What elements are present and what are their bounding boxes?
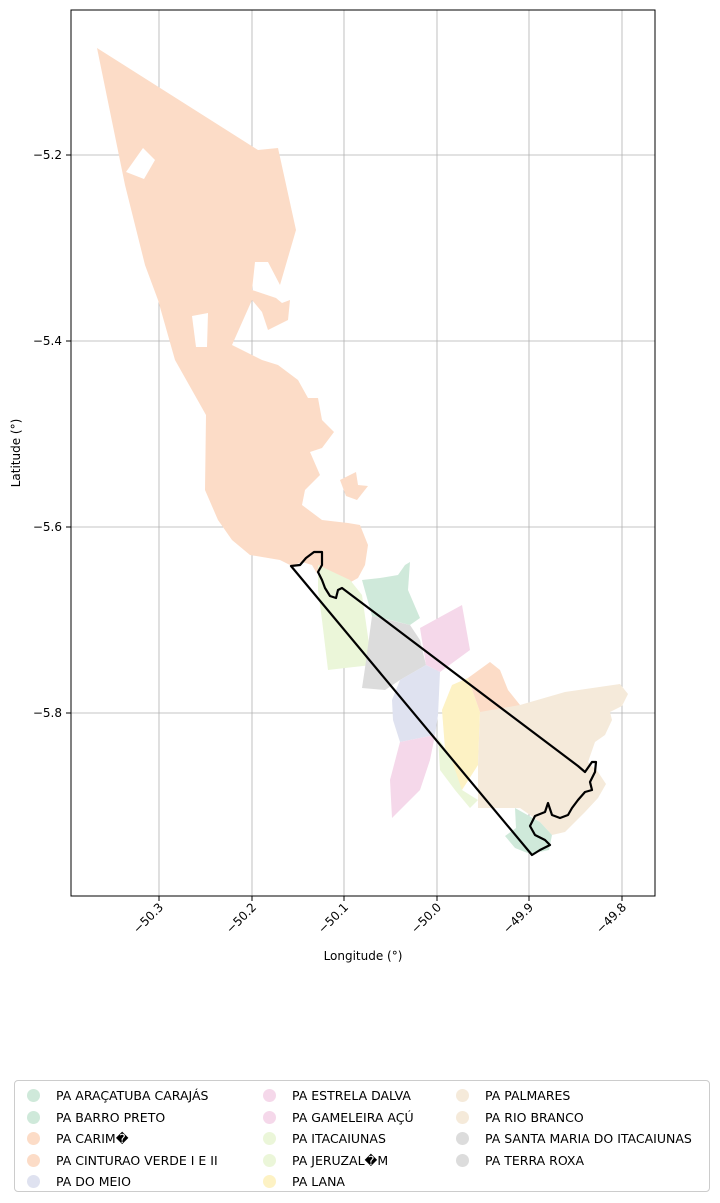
legend-marker: [456, 1089, 469, 1102]
region-carimi-islet: [340, 472, 368, 500]
legend: PA ARAÇATUBA CARAJÁS PA BARRO PRETO PA C…: [14, 1080, 710, 1192]
x-tick-label: −49.8: [593, 900, 629, 936]
x-axis-label: Longitude (°): [324, 949, 403, 963]
legend-label: PA JERUZAL�M: [292, 1152, 389, 1168]
study-area-outline: [289, 550, 598, 857]
legend-marker: [456, 1153, 469, 1167]
x-tick-label: −50.2: [223, 900, 259, 936]
legend-marker: [27, 1110, 40, 1124]
region-hole-1: [126, 148, 155, 179]
legend-label: PA GAMELEIRA AÇÚ: [292, 1109, 414, 1125]
tick-marks: [66, 154, 623, 901]
axes-frame: [70, 9, 656, 897]
legend-marker: [27, 1175, 40, 1188]
legend-label: PA CARIM�: [56, 1131, 129, 1146]
legend-label: PA ITACAIUNAS: [292, 1131, 386, 1146]
legend-marker: [456, 1110, 469, 1124]
map-figure: −50.3 −50.2 −50.1 −50.0 −49.9 −49.8 −5.2…: [9, 9, 656, 963]
region-rio-branco: [478, 684, 628, 835]
region-estrela-dalva: [390, 735, 435, 818]
region-gameleira: [420, 605, 470, 672]
y-tick-label: −5.2: [33, 148, 62, 162]
region-cinturao-verde: [97, 48, 368, 588]
legend-marker: [263, 1089, 276, 1102]
legend-marker: [27, 1089, 40, 1102]
legend-label: PA SANTA MARIA DO ITACAIUNAS: [485, 1131, 692, 1146]
legend-marker: [27, 1132, 40, 1145]
x-tick-label: −49.9: [500, 900, 536, 936]
legend-marker: [27, 1153, 40, 1167]
region-itacaiunas: [318, 565, 372, 670]
x-tick-label: −50.3: [130, 900, 166, 936]
legend-label: PA ESTRELA DALVA: [292, 1088, 411, 1103]
region-aracatuba: [505, 808, 552, 854]
legend-label: PA DO MEIO: [56, 1174, 131, 1189]
legend-label: PA RIO BRANCO: [485, 1109, 584, 1125]
legend-marker: [263, 1132, 276, 1145]
region-do-meio: [392, 665, 440, 742]
legend-label: PA LANA: [292, 1174, 345, 1189]
legend-label: PA CINTURAO VERDE I E II: [56, 1152, 218, 1168]
legend-marker: [263, 1175, 276, 1188]
legend-label: PA ARAÇATUBA CARAJÁS: [56, 1088, 209, 1103]
region-barro-preto: [362, 562, 420, 625]
legend-label: PA TERRA ROXA: [485, 1152, 585, 1168]
legend-label: PA PALMARES: [485, 1088, 571, 1103]
y-tick-label: −5.6: [33, 520, 62, 534]
region-hole-2: [192, 313, 208, 347]
region-palmares: [468, 662, 520, 712]
y-axis-label: Latitude (°): [9, 419, 23, 488]
y-tick-label: −5.4: [33, 334, 62, 348]
y-tick-label: −5.8: [33, 706, 62, 720]
legend-marker: [263, 1110, 276, 1124]
legend-label: PA BARRO PRETO: [56, 1109, 166, 1125]
legend-marker: [263, 1153, 276, 1167]
x-tick-label: −50.0: [408, 900, 444, 936]
legend-marker: [456, 1132, 469, 1145]
x-tick-label: −50.1: [315, 900, 351, 936]
